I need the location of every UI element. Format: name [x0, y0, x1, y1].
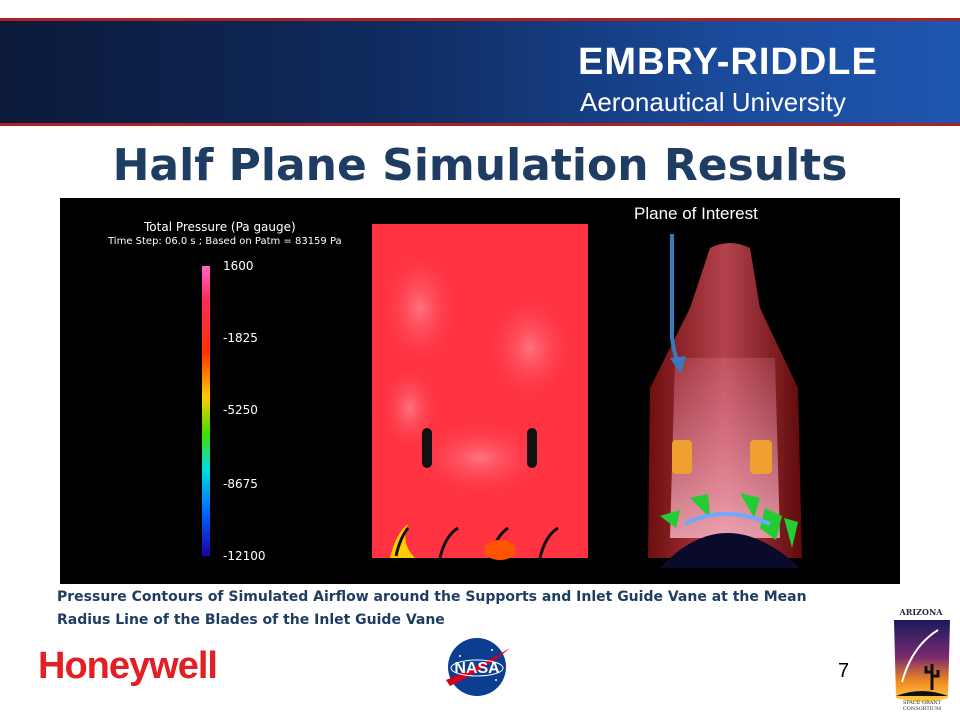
legend-tick: 1600: [223, 259, 254, 273]
simulation-figure: [60, 198, 900, 584]
legend-tick: -12100: [223, 549, 266, 563]
caption-line-1: Pressure Contours of Simulated Airflow a…: [57, 589, 807, 605]
university-logo-line1: EMBRY-RIDDLE: [578, 41, 878, 83]
pressure-contour-plot: [372, 224, 588, 560]
legend-title: Total Pressure (Pa gauge): [144, 220, 296, 234]
caption-line-2: Radius Line of the Blades of the Inlet G…: [57, 612, 445, 628]
nasa-wordmark: NASA: [454, 660, 500, 677]
asgc-label-top: ARIZONA: [899, 607, 943, 617]
asgc-label-bottom: SPACE GRANT CONSORTIUM: [902, 700, 942, 712]
page-number: 7: [838, 660, 850, 682]
figure-caption: Pressure Contours of Simulated Airflow a…: [57, 586, 907, 632]
university-logo-line2: Aeronautical University: [580, 87, 846, 117]
plane-arrow-icon: [670, 234, 686, 374]
colorbar: [202, 266, 210, 556]
slide-title: Half Plane Simulation Results: [112, 140, 848, 191]
inlet-3d-model: [648, 243, 802, 568]
legend-tick: -8675: [223, 477, 258, 491]
legend-subtitle: Time Step: 06.0 s ; Based on Patm = 8315…: [108, 236, 342, 247]
legend-tick: -5250: [223, 403, 258, 417]
arizona-space-grant-logo: [894, 620, 950, 702]
legend-tick: -1825: [223, 331, 258, 345]
plane-of-interest-label: Plane of Interest: [634, 204, 758, 223]
honeywell-logo: Honeywell: [38, 645, 218, 687]
header-banner: EMBRY-RIDDLE Aeronautical University: [0, 18, 960, 126]
simulation-image: [202, 224, 802, 568]
nasa-logo: NASA: [446, 638, 510, 696]
